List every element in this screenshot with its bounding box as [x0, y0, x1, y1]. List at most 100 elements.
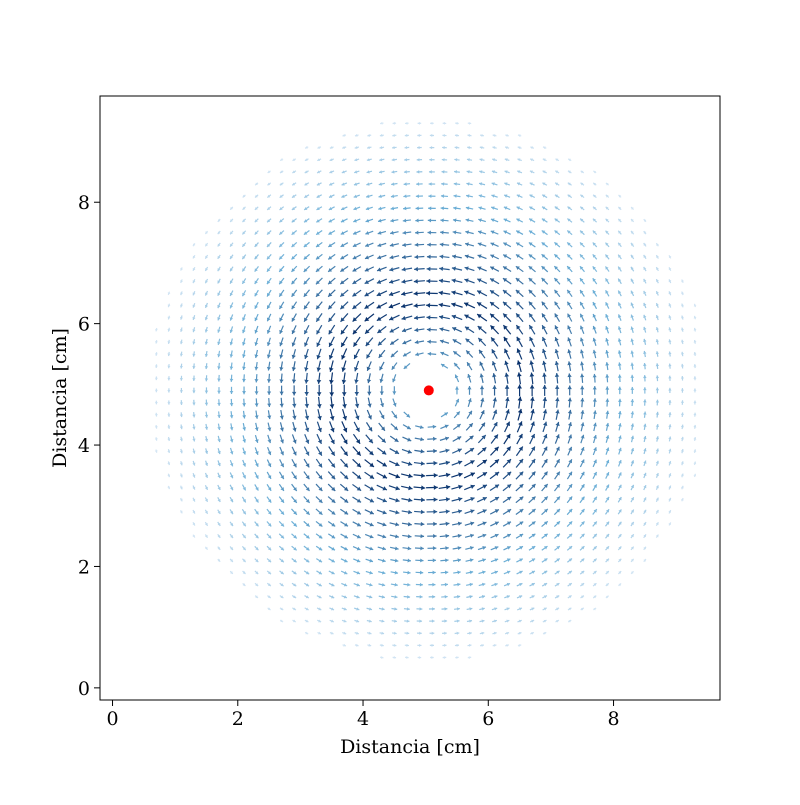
- field-arrow: [267, 254, 271, 259]
- field-arrow: [354, 595, 360, 598]
- field-arrow: [681, 304, 684, 308]
- field-arrow: [452, 448, 462, 453]
- field-arrow: [242, 534, 245, 538]
- field-arrow: [155, 340, 158, 343]
- field-arrow: [242, 255, 245, 260]
- field-arrow: [490, 522, 498, 526]
- field-arrow: [402, 510, 412, 514]
- field-arrow: [542, 290, 548, 297]
- field-arrow: [379, 350, 385, 358]
- field-arrow: [292, 447, 296, 456]
- field-arrow: [555, 207, 560, 210]
- field-arrow: [465, 546, 473, 550]
- field-arrow: [379, 374, 383, 383]
- field-arrow: [255, 583, 258, 586]
- field-arrow: [529, 559, 535, 563]
- field-arrow: [254, 338, 258, 346]
- field-arrow: [681, 280, 684, 283]
- field-arrow: [439, 473, 451, 478]
- field-arrow: [567, 472, 572, 479]
- field-arrow: [342, 385, 347, 396]
- field-arrow: [643, 315, 646, 320]
- field-arrow: [280, 158, 283, 160]
- field-arrow: [230, 243, 233, 247]
- field-arrow: [631, 315, 634, 321]
- field-arrow: [518, 397, 523, 409]
- field-arrow: [426, 485, 438, 490]
- field-arrow: [292, 242, 297, 247]
- field-arrow: [505, 607, 510, 610]
- field-arrow: [217, 327, 220, 333]
- field-arrow: [230, 547, 233, 550]
- field-arrow: [167, 388, 170, 392]
- field-arrow: [516, 497, 524, 503]
- field-arrow: [464, 278, 474, 283]
- field-arrow: [467, 386, 471, 395]
- field-arrow: [581, 183, 584, 186]
- field-arrow: [267, 362, 271, 371]
- field-arrow: [567, 314, 571, 322]
- field-arrow: [504, 218, 511, 222]
- field-arrow: [352, 472, 361, 479]
- field-arrow: [593, 583, 596, 586]
- field-arrow: [492, 349, 497, 358]
- field-arrow: [568, 386, 572, 396]
- field-arrow: [555, 559, 560, 563]
- field-arrow: [180, 376, 183, 381]
- field-arrow: [567, 337, 571, 346]
- field-arrow: [279, 278, 284, 284]
- field-arrow: [656, 375, 659, 381]
- field-arrow: [242, 231, 245, 235]
- field-arrow: [354, 170, 359, 173]
- field-arrow: [618, 571, 621, 574]
- field-arrow: [555, 546, 560, 550]
- field-arrow: [267, 423, 271, 432]
- field-arrow: [279, 546, 284, 550]
- field-arrow: [255, 460, 259, 467]
- field-arrow: [342, 595, 347, 598]
- field-arrow: [479, 571, 486, 575]
- field-arrow: [668, 327, 671, 332]
- field-arrow: [631, 243, 634, 247]
- field-arrow: [193, 303, 196, 307]
- field-arrow: [593, 435, 597, 443]
- field-arrow: [580, 509, 585, 515]
- field-arrow: [529, 254, 536, 259]
- field-arrow: [377, 522, 386, 526]
- field-arrow: [543, 608, 547, 611]
- field-arrow: [618, 497, 621, 502]
- field-arrow: [378, 559, 386, 563]
- field-arrow: [529, 534, 536, 538]
- field-arrow: [503, 290, 511, 296]
- field-arrow: [480, 386, 484, 395]
- field-arrow: [353, 267, 361, 272]
- field-arrow: [205, 375, 208, 381]
- field-arrow: [352, 302, 361, 309]
- field-arrow: [428, 352, 437, 356]
- field-arrow: [669, 267, 672, 270]
- field-arrow: [631, 219, 634, 222]
- field-arrow: [480, 632, 484, 635]
- field-arrow: [605, 290, 609, 296]
- field-arrow: [328, 278, 335, 284]
- field-arrow: [466, 218, 474, 222]
- field-arrow: [529, 509, 536, 515]
- field-arrow: [280, 571, 284, 574]
- field-arrow: [618, 302, 621, 308]
- field-arrow: [230, 387, 234, 394]
- field-arrow: [318, 632, 321, 635]
- field-arrow: [555, 472, 560, 480]
- field-arrow: [516, 446, 522, 455]
- field-arrow: [542, 219, 548, 223]
- field-arrow: [593, 472, 597, 479]
- field-arrow: [593, 398, 597, 407]
- field-arrow: [440, 425, 448, 429]
- field-arrow: [529, 337, 534, 347]
- field-arrow: [516, 459, 523, 467]
- field-arrow: [167, 413, 170, 417]
- field-arrow: [218, 559, 221, 562]
- field-arrow: [404, 182, 410, 186]
- field-arrow: [340, 302, 348, 309]
- field-arrow: [414, 279, 425, 284]
